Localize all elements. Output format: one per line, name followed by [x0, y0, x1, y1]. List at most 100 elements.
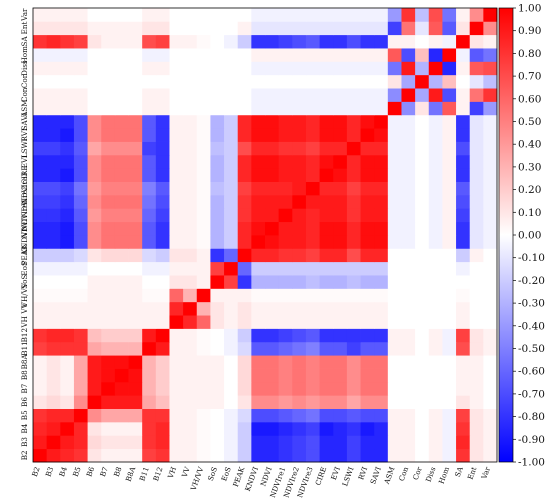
heatmap-cell-Var-VH — [169, 8, 184, 22]
heatmap-cell-LSWI-LSWI — [346, 141, 361, 156]
heatmap-cell-Var-RVI — [360, 8, 375, 22]
heatmap-cell-Con-ASM — [387, 88, 402, 102]
heatmap-cell-NDVIre3-SoS — [210, 181, 225, 196]
heatmap-cell-Hom-SA — [456, 48, 471, 62]
y-tick-label: Con — [20, 87, 29, 102]
colorbar-tick-label: -0.60 — [518, 366, 545, 378]
heatmap-cell-Var-B7 — [101, 8, 116, 22]
heatmap-cell-VV-B3 — [46, 301, 61, 316]
heatmap-cell-Cor-B8 — [114, 74, 129, 89]
heatmap-cell-CIRE-VH/VV — [196, 168, 211, 182]
heatmap-cell-Cor-ASM — [387, 74, 402, 89]
heatmap-cell-B7-EoS — [224, 381, 239, 396]
heatmap-cell-VH/VV-NDVIre2 — [292, 288, 307, 303]
heatmap-cell-B6-B4 — [60, 395, 75, 409]
heatmap-cell-B6-EoS — [224, 395, 239, 409]
heatmap-cell-SoS-Con — [401, 275, 416, 289]
heatmap-cell-PEAK-B6 — [87, 248, 102, 263]
heatmap-cell-Cor-NDVIre2 — [292, 74, 307, 89]
heatmap-cell-SoS-B2 — [33, 275, 48, 289]
heatmap-cell-Ent-KNDVI — [251, 21, 266, 36]
heatmap-cell-EoS-B6 — [87, 261, 102, 276]
heatmap-cell-B2-B8A — [128, 448, 143, 463]
heatmap-cell-B7-SA — [456, 381, 471, 396]
heatmap-cell-SAVI-Cor — [415, 114, 430, 129]
heatmap-cell-ASM-VV — [183, 101, 198, 116]
heatmap-cell-B8A-Hom — [442, 355, 457, 369]
heatmap-cell-B3-Cor — [415, 435, 430, 450]
y-tick-label: Hom — [20, 46, 29, 64]
heatmap-cell-ASM-Con — [401, 101, 416, 116]
heatmap-cell-B4-Ent — [469, 421, 484, 436]
heatmap-cell-VH-VH/VV — [196, 315, 211, 329]
heatmap-cell-B4-EVI — [333, 421, 348, 436]
heatmap-cell-B11-EoS — [224, 341, 239, 356]
heatmap-cell-B3-PEAK — [237, 435, 252, 450]
heatmap-cell-RVI-B4 — [60, 128, 75, 142]
heatmap-cell-Diss-VH/VV — [196, 61, 211, 76]
heatmap-cell-B4-ASM — [387, 421, 402, 436]
heatmap-cell-Var-Diss — [428, 8, 443, 22]
heatmap-cell-Ent-SA — [456, 21, 471, 36]
heatmap-cell-B2-Var — [483, 448, 498, 463]
x-tick-label: B6 — [84, 465, 96, 478]
heatmap-cell-B7-LSWI — [346, 381, 361, 396]
heatmap-cell-VH/VV-Ent — [469, 288, 484, 303]
heatmap-cell-Ent-VH — [169, 21, 184, 36]
heatmap-cell-NDVI-ASM — [387, 221, 402, 236]
heatmap-cell-B8-RVI — [360, 368, 375, 383]
heatmap-cell-NDVIre3-VH/VV — [196, 181, 211, 196]
heatmap-cell-NDVIre1-SAVI — [374, 208, 389, 223]
heatmap-cell-KNDVI-LSWI — [346, 235, 361, 249]
heatmap-cell-LSWI-KNDVI — [251, 141, 266, 156]
heatmap-cell-EoS-B2 — [33, 261, 48, 276]
heatmap-cell-EVI-EVI — [333, 154, 348, 169]
heatmap-cell-SAVI-EVI — [333, 114, 348, 129]
heatmap-cell-B8-EoS — [224, 368, 239, 383]
heatmap-cell-CIRE-SA — [456, 168, 471, 182]
heatmap-cell-VH/VV-NDVIre3 — [305, 288, 320, 303]
heatmap-cell-RVI-B6 — [87, 128, 102, 142]
heatmap-cell-B5-EoS — [224, 408, 239, 423]
heatmap-cell-B2-RVI — [360, 448, 375, 463]
heatmap-cell-Ent-Ent — [469, 21, 484, 36]
heatmap-cell-NDVI-VH — [169, 221, 184, 236]
y-tick-label: B11 — [20, 341, 29, 355]
heatmap-cell-SAVI-CIRE — [319, 114, 334, 129]
colorbar-tick-label: -0.10 — [518, 252, 545, 264]
x-tick-label: B12 — [151, 466, 164, 483]
heatmap-cell-B8-ASM — [387, 368, 402, 383]
heatmap-cell-RVI-VV — [183, 128, 198, 142]
heatmap-cell-B5-SAVI — [374, 408, 389, 423]
heatmap-cell-SA-Con — [401, 34, 416, 49]
heatmap-cell-Cor-SA — [456, 74, 471, 89]
heatmap-cell-Diss-Con — [401, 61, 416, 76]
heatmap-cell-NDVIre1-Diss — [428, 208, 443, 223]
heatmap-cell-NDVIre2-NDVIre2 — [292, 194, 307, 209]
heatmap-cell-B7-SAVI — [374, 381, 389, 396]
y-tick-label: NDVIre3 — [20, 172, 29, 205]
heatmap-cell-EVI-Cor — [415, 154, 430, 169]
heatmap-cell-EoS-B7 — [101, 261, 116, 276]
heatmap-cell-EoS-Diss — [428, 261, 443, 276]
heatmap-cell-Var-NDVIre1 — [278, 8, 293, 22]
heatmap-cell-ASM-NDVIre1 — [278, 101, 293, 116]
heatmap-cell-B8A-RVI — [360, 355, 375, 369]
heatmap-cell-EVI-VH/VV — [196, 154, 211, 169]
heatmap-cell-LSWI-VV — [183, 141, 198, 156]
colorbar-tick-label: 1.00 — [518, 3, 541, 15]
heatmap-cell-ASM-EVI — [333, 101, 348, 116]
heatmap-cell-VH/VV-Diss — [428, 288, 443, 303]
heatmap-cell-Var-ASM — [387, 8, 402, 22]
heatmap-cell-B8-B8A — [128, 368, 143, 383]
heatmap-cell-KNDVI-VV — [183, 235, 198, 249]
heatmap-cell-B7-B8 — [114, 381, 129, 396]
heatmap-cell-VV-EoS — [224, 301, 239, 316]
heatmap-cell-NDVIre1-B4 — [60, 208, 75, 223]
heatmap-cell-SAVI-B2 — [33, 114, 48, 129]
y-tick-label: VV — [20, 302, 29, 314]
heatmap-cell-Con-B4 — [60, 88, 75, 102]
heatmap-cell-VH-ASM — [387, 315, 402, 329]
heatmap-cell-Ent-B7 — [101, 21, 116, 36]
heatmap-cell-B2-NDVIre2 — [292, 448, 307, 463]
